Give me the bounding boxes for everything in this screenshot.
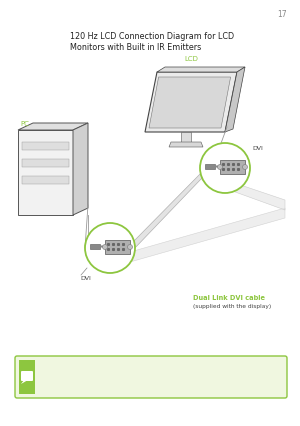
Polygon shape (220, 160, 245, 174)
Text: 17: 17 (278, 10, 287, 19)
Circle shape (128, 245, 133, 250)
FancyBboxPatch shape (21, 371, 33, 381)
Polygon shape (73, 123, 88, 215)
Text: LCD: LCD (184, 56, 198, 62)
FancyArrow shape (215, 165, 219, 167)
Circle shape (242, 164, 247, 170)
Bar (19, 360, 35, 394)
Text: Dual Link DVI cable: Dual Link DVI cable (193, 295, 265, 301)
Text: LCD Monitors with Built in IR Emitters do not require: LCD Monitors with Built in IR Emitters d… (57, 366, 260, 375)
Polygon shape (205, 164, 215, 169)
Text: DVI: DVI (80, 276, 91, 281)
Bar (22, 176, 69, 184)
Text: Note:: Note: (39, 366, 63, 375)
Polygon shape (169, 142, 203, 147)
Polygon shape (130, 208, 285, 262)
Text: additional USB connectors from the PC to the monitor.: additional USB connectors from the PC to… (39, 378, 247, 387)
Polygon shape (145, 72, 237, 132)
Polygon shape (18, 123, 88, 130)
Bar (22, 142, 69, 150)
Polygon shape (18, 130, 73, 215)
Text: (supplied with the display): (supplied with the display) (193, 304, 271, 309)
Polygon shape (105, 240, 130, 254)
Polygon shape (202, 172, 285, 210)
FancyArrow shape (100, 245, 104, 248)
Polygon shape (21, 380, 28, 384)
Text: DVI: DVI (252, 146, 263, 151)
Circle shape (85, 223, 135, 273)
Polygon shape (149, 77, 231, 128)
FancyBboxPatch shape (15, 356, 287, 398)
Polygon shape (133, 172, 202, 250)
Text: 120 Hz LCD Connection Diagram for LCD: 120 Hz LCD Connection Diagram for LCD (70, 32, 234, 41)
Polygon shape (157, 67, 245, 72)
Polygon shape (90, 244, 100, 249)
Text: PC: PC (20, 121, 29, 127)
Bar (181, 132, 191, 142)
Bar (22, 159, 69, 167)
Circle shape (103, 245, 107, 250)
Text: Monitors with Built in IR Emitters: Monitors with Built in IR Emitters (70, 43, 201, 52)
Circle shape (200, 143, 250, 193)
Polygon shape (225, 67, 245, 132)
Circle shape (218, 164, 223, 170)
